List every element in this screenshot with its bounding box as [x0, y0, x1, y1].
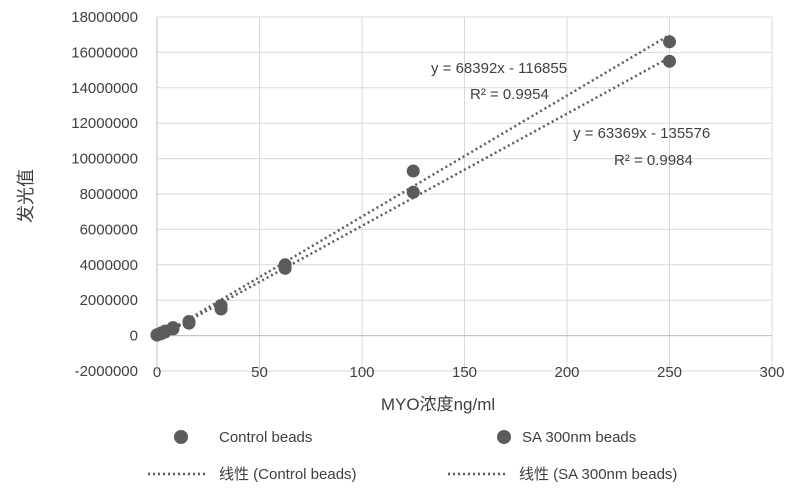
x-tick-label: 50 [251, 364, 268, 381]
legend-label-control: Control beads [219, 429, 312, 446]
x-tick-label: 100 [349, 364, 374, 381]
data-point-sa [406, 185, 420, 199]
y-tick-label: 2000000 [80, 292, 138, 309]
trendline-control [156, 33, 671, 339]
data-point-sa [182, 316, 196, 330]
x-tick-label: 0 [153, 364, 161, 381]
trendline-equation-sa: y = 63369x - 135576 [573, 125, 710, 142]
trendline-r2-control: R² = 0.9954 [470, 86, 549, 103]
y-tick-label: 0 [130, 328, 138, 345]
legend-marker-sa [497, 430, 511, 444]
data-point-control [406, 164, 420, 178]
legend-label-trend-control: 线性 (Control beads) [219, 466, 357, 483]
y-tick-label: 10000000 [71, 151, 138, 168]
x-tick-label: 300 [759, 364, 784, 381]
trendline-equation-control: y = 68392x - 116855 [431, 60, 567, 77]
y-tick-label: 18000000 [71, 9, 138, 26]
data-point-control [663, 35, 676, 49]
legend: Control beads SA 300nm beads 线性 (Control… [148, 429, 677, 483]
legend-label-trend-sa: 线性 (SA 300nm beads) [519, 466, 677, 483]
y-tick-label: 6000000 [80, 221, 138, 238]
legend-marker-control [174, 430, 188, 444]
axes: -2000000 0 2000000 4000000 6000000 8000000 100… [71, 9, 784, 381]
data-points [150, 35, 676, 342]
x-tick-label: 200 [554, 364, 579, 381]
data-point-sa [278, 261, 292, 275]
legend-label-sa: SA 300nm beads [522, 429, 636, 446]
trendline-r2-sa: R² = 0.9984 [614, 152, 693, 169]
y-tick-label: -2000000 [75, 363, 138, 380]
y-tick-label: 12000000 [71, 115, 138, 132]
y-tick-label: 8000000 [80, 186, 138, 203]
data-point-sa [214, 302, 228, 316]
y-axis-label: 发光值 [16, 169, 36, 223]
x-tick-label: 150 [452, 364, 477, 381]
x-tick-label: 250 [657, 364, 682, 381]
trendline-sa [156, 56, 671, 340]
y-tick-label: 14000000 [71, 80, 138, 97]
data-point-sa [663, 54, 676, 68]
y-tick-label: 4000000 [80, 257, 138, 274]
x-axis-label: MYO浓度ng/ml [381, 395, 495, 414]
y-tick-label: 16000000 [71, 44, 138, 61]
trendlines [156, 33, 671, 340]
data-point-sa [166, 322, 180, 336]
